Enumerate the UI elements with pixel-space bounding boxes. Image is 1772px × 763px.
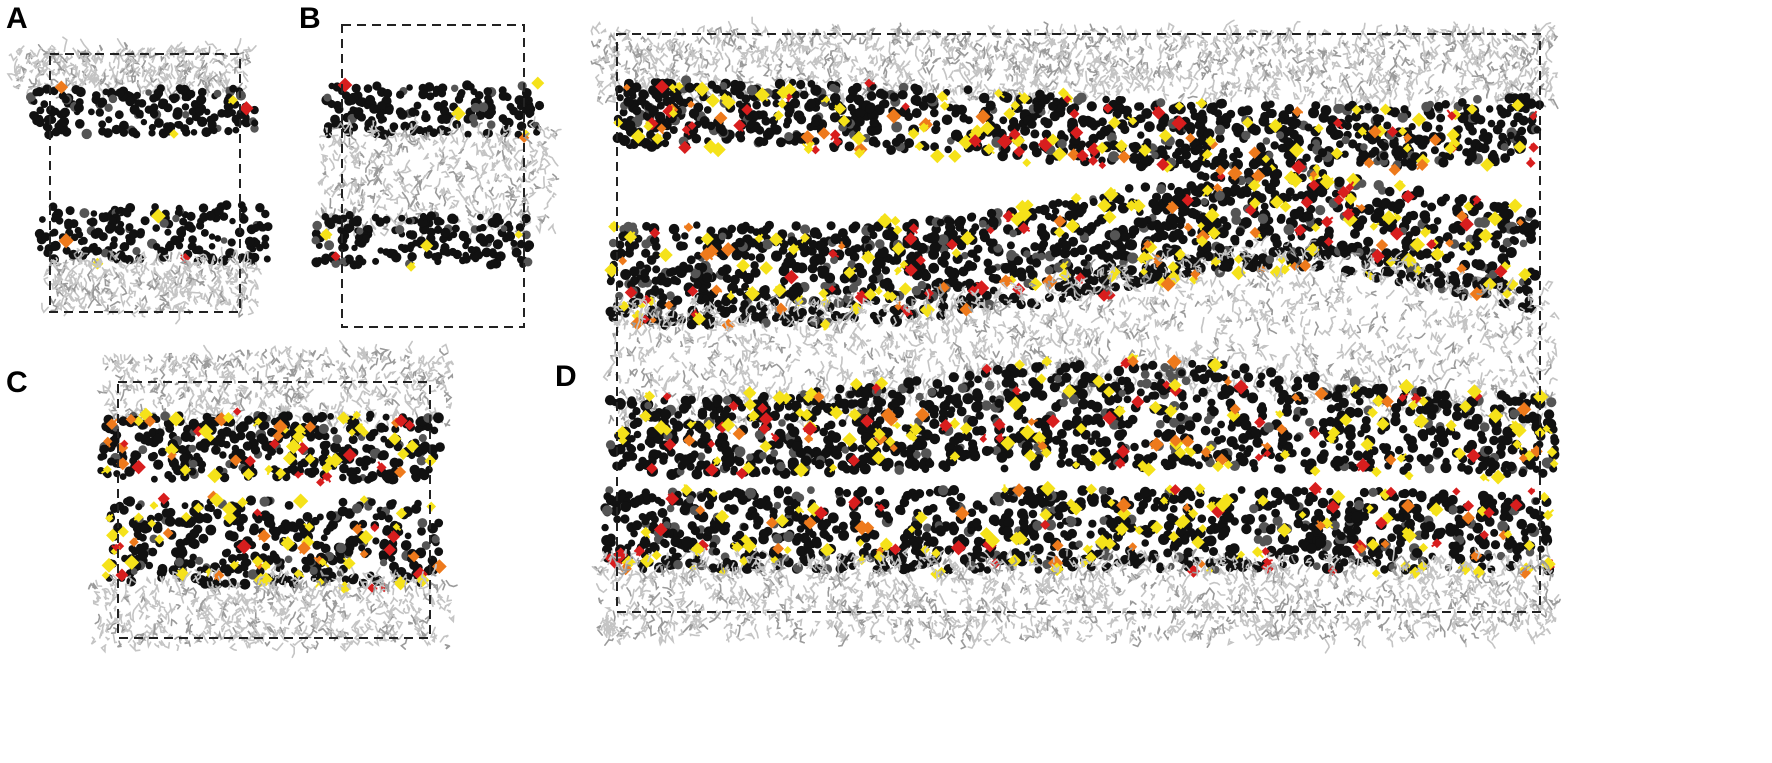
membrane-snapshot-c: [87, 340, 458, 659]
headgroup-layer-2: [604, 163, 1541, 333]
simulation-box-outline: [341, 24, 525, 328]
lipid-tails-top: [6, 36, 257, 103]
headgroup-layer-1: [612, 75, 1544, 180]
panel-label-c: C: [6, 366, 28, 399]
panel-d: D: [555, 0, 1772, 660]
panel-label-a: A: [6, 2, 28, 35]
lipid-tails-middle: [315, 115, 562, 241]
headgroup-layer-lower: [311, 211, 535, 272]
headgroup-layer-upper: [97, 407, 445, 487]
simulation-box-outline: [49, 53, 241, 313]
panel-a: A: [0, 0, 290, 340]
headgroup-layer-3: [604, 352, 1560, 485]
panel-label-d: D: [555, 360, 577, 393]
simulation-box-outline: [117, 381, 431, 639]
lipid-tails-bottom: [87, 563, 458, 659]
membrane-snapshot-b: [311, 24, 562, 328]
headgroup-layer-upper: [26, 80, 259, 140]
headgroup-layer-4: [600, 480, 1556, 580]
membrane-snapshot-a: [6, 36, 273, 325]
lipid-tails-bottom: [41, 246, 262, 325]
panel-label-b: B: [299, 2, 321, 35]
lipid-tails-bottom: [591, 542, 1561, 654]
panel-c: C: [0, 340, 560, 660]
membrane-snapshot-d: [590, 16, 1561, 654]
panel-b: B: [295, 0, 562, 340]
